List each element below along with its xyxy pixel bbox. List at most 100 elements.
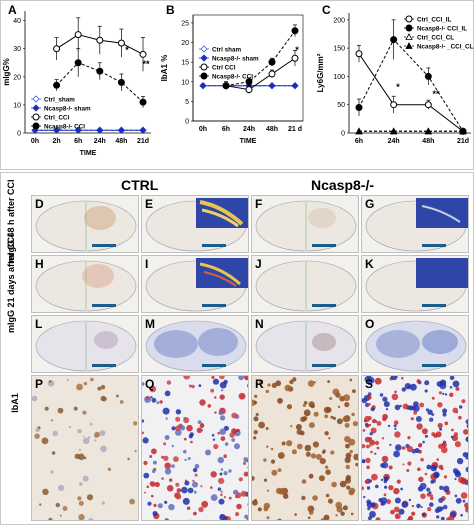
cell-mark	[462, 452, 468, 458]
cell-mark	[182, 497, 190, 505]
cell-mark	[157, 503, 163, 509]
cell-mark	[369, 439, 376, 446]
cell-mark	[164, 435, 170, 440]
cell-mark	[372, 418, 377, 424]
cell-mark	[238, 376, 244, 381]
cell-mark	[431, 396, 435, 400]
cell-mark	[434, 508, 440, 514]
cell-mark	[459, 405, 463, 409]
x-tick-label: 21 d	[288, 126, 302, 133]
data-point	[355, 104, 363, 112]
cell-mark	[458, 415, 462, 420]
brain-section-icon	[255, 320, 357, 372]
cell-mark	[394, 513, 401, 520]
data-point	[139, 50, 147, 58]
legend-label: Ctrl_CCI_IL	[417, 17, 451, 24]
cell-mark	[152, 460, 157, 465]
cell-mark	[34, 433, 40, 439]
cell-mark	[303, 409, 311, 417]
y-axis-label: IbA1 %	[160, 55, 169, 82]
cell-mark	[342, 416, 349, 423]
cell-mark	[462, 499, 466, 503]
x-tick-label: 0h	[199, 126, 207, 133]
cell-mark	[393, 487, 400, 495]
scale-bar	[92, 364, 116, 367]
cell-mark	[254, 394, 258, 398]
cell-mark	[86, 494, 94, 501]
cell-mark	[368, 423, 372, 427]
cell-mark	[152, 511, 158, 516]
cell-mark	[186, 506, 191, 510]
series-line	[225, 57, 296, 91]
cell-mark	[442, 408, 448, 414]
data-point	[96, 36, 104, 44]
cell-mark	[171, 426, 176, 431]
legend-label: Ncasp8-/- sham	[212, 56, 259, 63]
cell-mark	[50, 470, 54, 474]
cell-mark	[39, 503, 42, 506]
cell-mark	[381, 437, 385, 440]
cell-mark	[151, 448, 157, 455]
cell-mark	[367, 416, 372, 421]
cell-mark	[149, 385, 157, 393]
panel-letter-B: B	[166, 3, 175, 17]
cell-mark	[133, 421, 138, 426]
cell-mark	[169, 478, 173, 482]
cell-mark	[383, 493, 387, 497]
cell-mark	[210, 388, 215, 393]
cell-mark	[394, 404, 401, 411]
cell-mark	[175, 493, 182, 500]
cell-mark	[197, 420, 202, 424]
cell-mark	[220, 490, 223, 493]
cell-mark	[219, 394, 225, 400]
panel-letter-M: M	[145, 317, 155, 331]
cell-mark	[218, 477, 225, 484]
cell-mark	[449, 376, 455, 381]
cell-mark	[194, 463, 200, 469]
cell-mark	[214, 396, 217, 399]
cell-mark	[194, 473, 198, 477]
brain-section-icon	[365, 320, 467, 372]
cell-mark	[152, 469, 156, 474]
cell-mark	[213, 443, 219, 450]
panel-M: M	[141, 315, 249, 373]
panel-letter-R: R	[255, 377, 264, 391]
cell-mark	[127, 457, 130, 461]
cell-mark	[367, 392, 372, 397]
cell-mark	[413, 411, 417, 415]
data-point	[268, 58, 276, 66]
cell-mark	[267, 383, 271, 387]
cell-mark	[312, 441, 319, 448]
cell-mark	[455, 386, 460, 391]
panel-letter-K: K	[365, 257, 374, 271]
cell-mark	[382, 396, 388, 402]
cell-mark	[325, 493, 330, 498]
cell-mark	[187, 487, 194, 494]
panel-F: F	[251, 195, 359, 253]
cell-mark	[166, 485, 174, 492]
cell-mark	[453, 432, 459, 437]
cell-mark	[442, 392, 445, 395]
cell-mark	[394, 431, 401, 438]
cell-mark	[454, 494, 458, 498]
cell-mark	[271, 469, 278, 476]
data-point	[424, 127, 433, 135]
cell-mark	[345, 452, 352, 459]
cell-mark	[426, 464, 432, 470]
cell-mark	[254, 498, 257, 502]
cell-mark	[451, 428, 454, 432]
cell-mark	[442, 412, 447, 417]
cell-mark	[78, 448, 82, 452]
cell-mark	[144, 491, 146, 494]
cell-mark	[325, 407, 332, 413]
panel-letter-N: N	[255, 317, 264, 331]
cell-mark	[244, 376, 248, 381]
cell-mark	[78, 453, 85, 461]
cell-mark	[211, 376, 215, 379]
cell-mark	[329, 397, 333, 400]
panel-letter-J: J	[255, 257, 262, 271]
cell-mark	[83, 381, 88, 386]
cell-mark	[412, 404, 420, 412]
cell-mark	[87, 436, 91, 439]
cell-mark	[416, 379, 421, 384]
